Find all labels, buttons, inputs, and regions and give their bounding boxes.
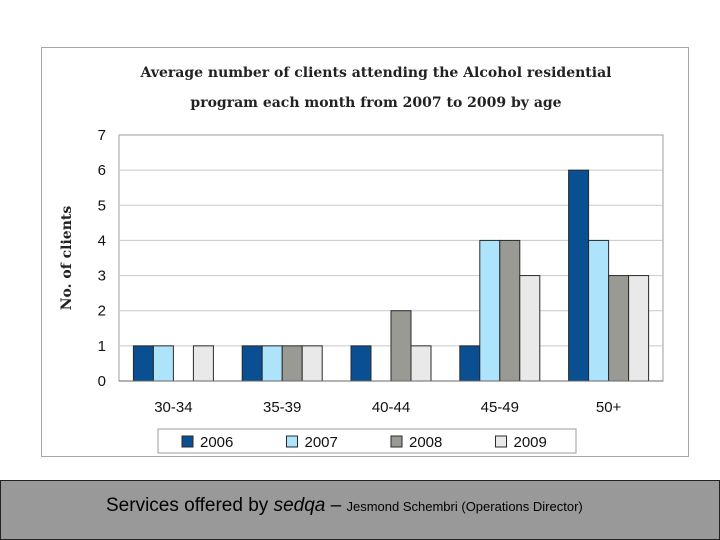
- x-tick-label: 50+: [596, 399, 622, 416]
- y-tick-label: 0: [98, 373, 106, 390]
- bar-2008-35-39: [281, 345, 303, 382]
- bar-2008-45-49: [499, 239, 521, 382]
- y-tick-label: 2: [98, 303, 106, 320]
- y-axis-title: No. of clients: [59, 206, 75, 311]
- y-tick-label: 6: [98, 162, 106, 179]
- bar-2009-35-39: [301, 345, 323, 382]
- bar-chart: Average number of clients attending the …: [59, 65, 664, 454]
- footer-brand: sedqa: [273, 495, 326, 516]
- bar-2009-30-34: [192, 345, 214, 382]
- bar-2009-40-44: [410, 345, 432, 382]
- y-tick-label: 3: [98, 268, 106, 285]
- legend-label: 2008: [409, 434, 442, 451]
- bar-2007-45-49: [479, 239, 501, 382]
- footer-separator: –: [325, 495, 347, 516]
- legend-swatch: [286, 435, 298, 448]
- axes: 0 1 2 3 4 5 6 7 30-34 35-39 40-44 45-49 50+: [98, 127, 663, 416]
- footer-bar: [0, 480, 720, 540]
- chart-frame: Average number of clients attending the …: [41, 47, 689, 457]
- footer-detail: Jesmond Schembri (Operations Director): [346, 499, 583, 514]
- chart-title-line-2: program each month from 2007 to 2009 by …: [190, 95, 561, 111]
- bar-2006-30-34: [132, 345, 154, 382]
- legend-label: 2007: [305, 434, 338, 451]
- bar-2007-35-39: [261, 345, 283, 382]
- x-tick-label: 35-39: [263, 399, 301, 416]
- bar-2006-45-49: [459, 345, 481, 382]
- bar-2006-50+: [568, 169, 590, 382]
- legend: 2006 2007 2008 2009: [157, 428, 577, 454]
- bar-2008-40-44: [390, 310, 412, 382]
- y-tick-label: 5: [98, 197, 106, 214]
- legend-swatch: [181, 435, 194, 448]
- x-tick-label: 40-44: [372, 399, 410, 416]
- y-tick-label: 4: [98, 232, 106, 249]
- bar-2007-30-34: [152, 345, 174, 382]
- bars: [132, 169, 650, 382]
- legend-swatch: [390, 435, 403, 448]
- bar-2008-50+: [608, 275, 630, 382]
- x-tick-label: 30-34: [154, 399, 192, 416]
- bar-2009-50+: [628, 275, 650, 382]
- footer-prefix: Services offered by: [106, 495, 274, 516]
- legend-label: 2006: [200, 434, 233, 451]
- legend-box: [157, 428, 577, 454]
- y-tick-label: 1: [98, 338, 106, 355]
- y-tick-label: 7: [98, 127, 106, 144]
- bar-2006-40-44: [350, 345, 372, 382]
- bar-2007-50+: [588, 239, 610, 382]
- legend-label: 2009: [514, 434, 547, 451]
- legend-swatch: [495, 435, 507, 448]
- chart-title-line-1: Average number of clients attending the …: [140, 65, 612, 81]
- bar-2009-45-49: [519, 275, 541, 382]
- x-tick-label: 45-49: [481, 399, 519, 416]
- footer-caption: Services offered by sedqa – Jesmond Sche…: [106, 495, 583, 517]
- bar-2006-35-39: [241, 345, 263, 382]
